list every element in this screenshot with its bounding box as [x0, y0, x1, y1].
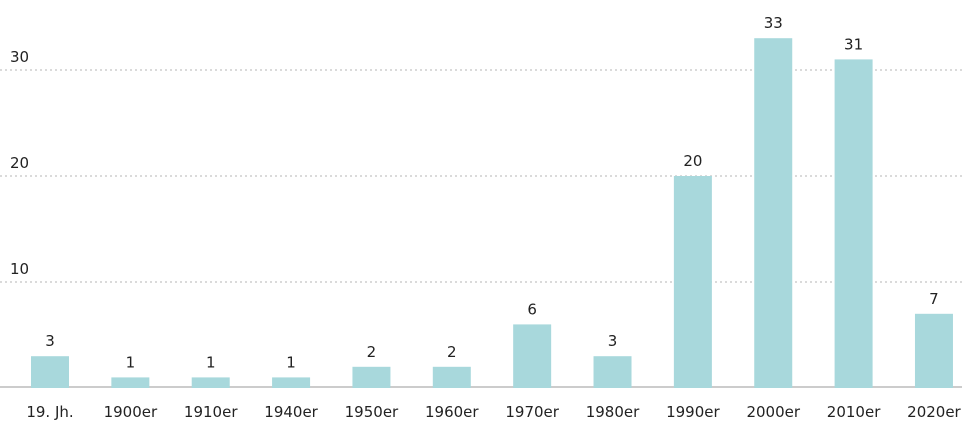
x-tick-label: 1970er [505, 403, 559, 421]
x-tick-label: 1940er [264, 403, 318, 421]
x-tick-label: 1900er [104, 403, 158, 421]
value-label: 33 [764, 14, 783, 32]
value-label: 2 [367, 343, 377, 361]
bar [754, 38, 793, 388]
bar [834, 59, 873, 389]
value-label: 3 [608, 332, 618, 350]
value-label: 1 [126, 353, 136, 371]
bar [914, 313, 953, 388]
value-label: 1 [206, 353, 216, 371]
bar [352, 366, 391, 388]
x-tick-label: 1910er [184, 403, 238, 421]
x-tick-label: 2020er [907, 403, 961, 421]
bar [432, 366, 471, 388]
bar [111, 377, 150, 388]
x-tick-label: 19. Jh. [26, 403, 73, 421]
y-tick-label: 10 [10, 260, 29, 278]
bar [513, 324, 552, 388]
value-label: 2 [447, 343, 457, 361]
x-tick-label: 1990er [666, 403, 720, 421]
value-label: 31 [844, 35, 863, 53]
y-tick-label: 30 [10, 48, 29, 66]
x-tick-label: 1960er [425, 403, 479, 421]
y-tick-label: 20 [10, 154, 29, 172]
x-tick-label: 1980er [586, 403, 640, 421]
bar [191, 377, 230, 388]
x-tick-label: 2000er [746, 403, 800, 421]
x-tick-label: 2010er [827, 403, 881, 421]
value-label: 3 [45, 332, 55, 350]
value-label: 1 [286, 353, 296, 371]
value-label: 7 [929, 290, 939, 308]
value-label: 6 [527, 300, 537, 318]
bar [31, 356, 69, 388]
x-tick-label: 1950er [345, 403, 399, 421]
value-label: 20 [683, 152, 702, 170]
bar [593, 356, 632, 388]
bar [673, 176, 712, 388]
bar [272, 377, 311, 388]
